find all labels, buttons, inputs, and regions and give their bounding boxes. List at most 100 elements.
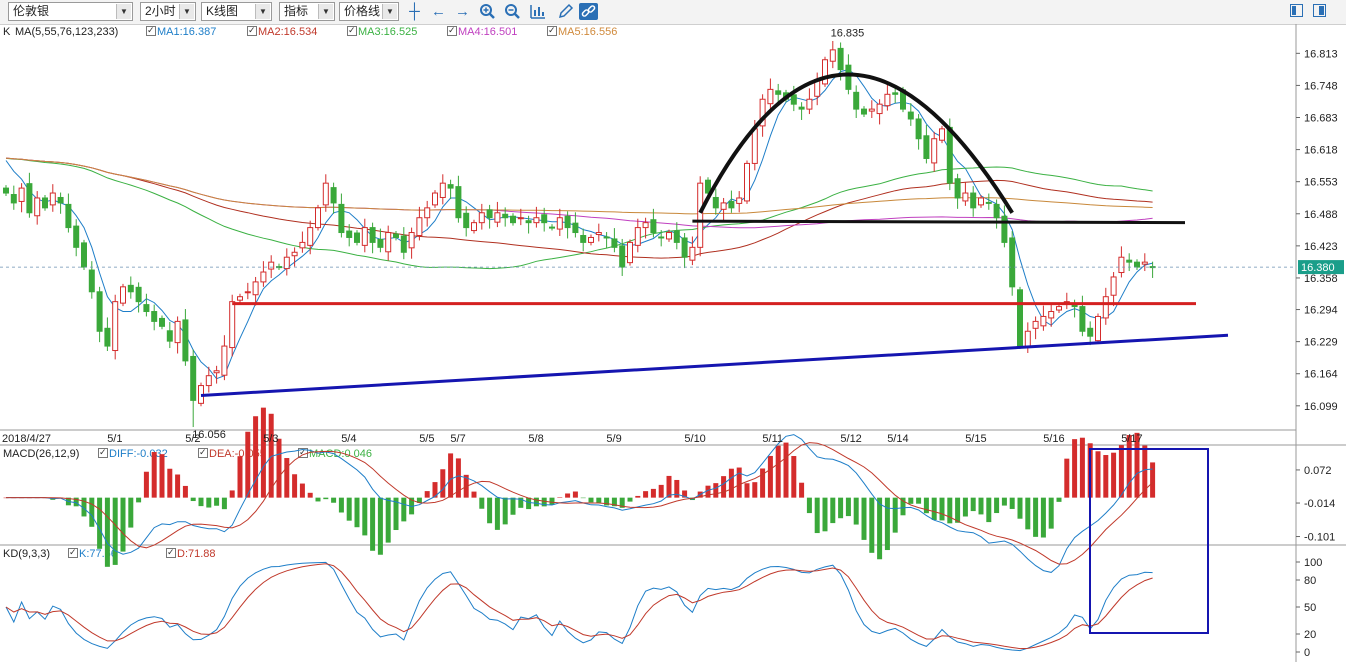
macd-bar	[705, 485, 711, 498]
candle-body	[486, 209, 493, 219]
macd-bar	[877, 497, 883, 560]
macd-bar	[869, 497, 875, 553]
neckline	[692, 219, 1186, 225]
zoom-in-icon[interactable]	[478, 3, 497, 20]
macd-bar	[58, 497, 64, 499]
trend-line-blue	[200, 333, 1229, 397]
candle-body	[361, 227, 368, 246]
candle-body	[634, 227, 641, 246]
ma1-legend[interactable]: MA1:16.387	[146, 23, 216, 39]
arrow-right-icon[interactable]: →	[455, 3, 470, 20]
split-view-icon[interactable]	[1290, 4, 1303, 17]
period-select[interactable]: 2小时 ▼	[140, 2, 196, 21]
macd-bar	[791, 456, 797, 498]
candle-body	[237, 296, 243, 301]
checkbox-icon	[166, 545, 176, 559]
minimize-icon[interactable]	[1313, 4, 1326, 17]
k-legend[interactable]: K:77.66	[68, 545, 117, 561]
date-tick-label: 5/15	[965, 433, 986, 445]
candle-body	[939, 128, 945, 141]
chart-frame	[0, 24, 1346, 662]
kd-tick-label: 50	[1304, 602, 1316, 614]
macd-bar	[635, 495, 641, 498]
low-label: 16.056	[192, 429, 226, 441]
candle-body	[1040, 315, 1047, 327]
date-tick-label: 5/8	[528, 433, 543, 445]
d-line	[5, 563, 1153, 650]
candle-body	[1134, 261, 1140, 268]
crosshair-icon[interactable]: ┼	[409, 3, 420, 20]
candle-body	[400, 235, 407, 253]
ma4-legend[interactable]: MA4:16.501	[447, 23, 517, 39]
bar-chart-icon[interactable]	[528, 3, 547, 20]
macd-bar	[604, 497, 610, 506]
macd-bar	[362, 497, 368, 536]
ma3-legend[interactable]: MA3:16.525	[347, 23, 417, 39]
candle-body	[736, 197, 743, 204]
candle-body	[1110, 276, 1117, 296]
macd-params: MACD(26,12,9)	[3, 448, 80, 460]
arrow-left-icon[interactable]: ←	[431, 3, 446, 20]
date-tick-label: 5/2	[185, 433, 200, 445]
macd-bar	[752, 482, 758, 498]
zoom-out-icon[interactable]	[503, 3, 522, 20]
kd-tick-label: 100	[1304, 557, 1322, 569]
macd-bar	[42, 497, 48, 499]
candle-body	[541, 214, 548, 224]
candle-body	[190, 355, 197, 401]
macd-bar	[1079, 437, 1085, 498]
price-line-select[interactable]: 价格线 ▼	[339, 2, 399, 21]
link-icon[interactable]	[579, 3, 598, 20]
macd-bar	[1056, 497, 1062, 502]
macd-bar	[245, 431, 251, 498]
macd-bar	[1017, 497, 1023, 519]
candle-body	[322, 182, 329, 206]
macd-bar	[284, 458, 290, 498]
candle-body	[127, 284, 134, 293]
price-tick-label: 16.748	[1304, 80, 1338, 92]
macd-bar	[198, 497, 204, 507]
checkbox-icon	[547, 23, 557, 37]
symbol-select-value: 伦敦银	[13, 4, 50, 18]
macd-bar	[1134, 432, 1140, 498]
candle-body	[525, 220, 532, 224]
candle-body	[603, 236, 610, 239]
macd-bar	[1001, 497, 1007, 506]
k-label: K	[3, 26, 11, 38]
macd-value-legend[interactable]: MACD:0.046	[298, 445, 372, 461]
candle-body	[907, 111, 914, 120]
macd-bar	[611, 497, 617, 507]
candle-body	[81, 242, 87, 268]
macd-bar	[455, 458, 461, 498]
macd-bar	[970, 497, 976, 512]
ma5-line	[5, 157, 1153, 215]
candle-body	[65, 203, 72, 229]
macd-bar	[299, 483, 305, 498]
chevron-down-icon: ▼	[179, 4, 194, 19]
current-price-badge	[1298, 260, 1344, 275]
symbol-select[interactable]: 伦敦银 ▼	[8, 2, 133, 21]
dea-legend[interactable]: DEA:-0.055	[198, 445, 266, 461]
macd-bar	[674, 479, 680, 498]
ma5-legend[interactable]: MA5:16.556	[547, 23, 617, 39]
indicator-select[interactable]: 指标 ▼	[279, 2, 335, 21]
kd-tick-label: 80	[1304, 575, 1316, 587]
pencil-icon[interactable]	[556, 3, 575, 20]
d-legend[interactable]: D:71.88	[166, 545, 216, 561]
candle-body	[868, 108, 875, 112]
macd-bar	[3, 497, 9, 499]
candle-body	[627, 241, 633, 264]
d-value-label: D:71.88	[177, 548, 216, 560]
candle-body	[439, 182, 446, 198]
ma2-legend[interactable]: MA2:16.534	[247, 23, 317, 39]
candle-body	[3, 187, 9, 194]
candle-body	[876, 103, 883, 115]
price-line-select-value: 价格线	[344, 4, 381, 18]
diff-legend[interactable]: DIFF:-0.032	[98, 445, 168, 461]
macd-bar	[440, 469, 446, 498]
candle-body	[790, 94, 797, 105]
candle-body	[104, 327, 111, 347]
macd-bar	[510, 497, 516, 515]
chart-type-select[interactable]: K线图 ▼	[201, 2, 272, 21]
